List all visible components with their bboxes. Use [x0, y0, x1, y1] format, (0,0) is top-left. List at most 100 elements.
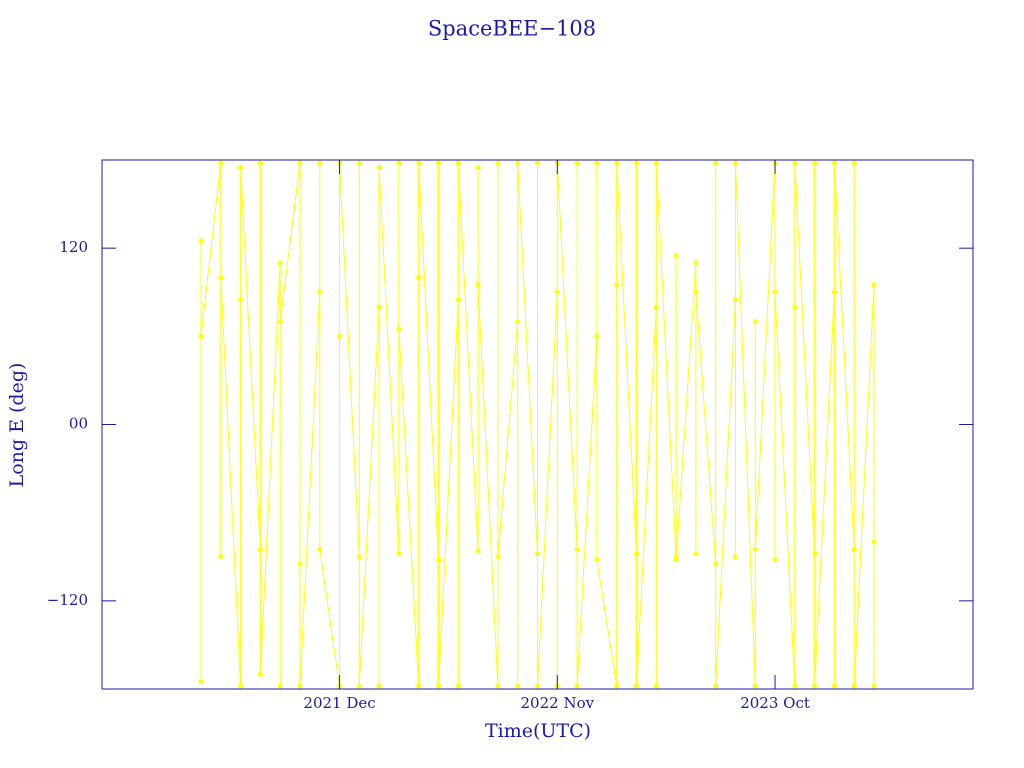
data-point: [436, 683, 442, 689]
data-point: [277, 319, 283, 325]
data-point: [376, 304, 382, 310]
y-tick-label: −120: [47, 591, 88, 609]
data-point: [594, 557, 600, 563]
data-point: [871, 282, 877, 288]
data-point: [792, 304, 798, 310]
data-point: [436, 160, 442, 166]
data-point: [653, 304, 659, 310]
data-point: [277, 683, 283, 689]
data-point: [455, 297, 461, 303]
data-point: [396, 160, 402, 166]
data-point: [495, 554, 501, 560]
data-point: [495, 683, 501, 689]
data-point: [871, 539, 877, 545]
chart-title: SpaceBEE−108: [428, 17, 596, 41]
data-point: [416, 160, 422, 166]
data-point: [633, 683, 639, 689]
data-point: [713, 561, 719, 567]
data-point: [752, 319, 758, 325]
data-point: [693, 289, 699, 295]
x-tick-label: 2023 Oct: [740, 694, 810, 712]
data-point: [535, 683, 540, 689]
data-point: [732, 297, 738, 303]
data-point: [475, 164, 481, 170]
data-point: [752, 683, 758, 689]
x-tick-label: 2022 Nov: [521, 694, 595, 712]
data-point: [455, 683, 461, 689]
data-point: [614, 683, 620, 689]
data-point: [495, 160, 501, 166]
data-point: [653, 683, 659, 689]
data-point: [297, 683, 303, 689]
data-point: [812, 160, 818, 166]
data-point: [218, 275, 224, 281]
data-point: [455, 160, 461, 166]
data-point: [475, 548, 481, 554]
data-point: [317, 546, 323, 552]
data-point: [218, 554, 224, 560]
data-point: [356, 554, 362, 560]
data-point: [238, 297, 244, 303]
data-point: [218, 160, 224, 166]
data-point: [633, 551, 639, 557]
data-point: [356, 160, 362, 166]
data-point: [297, 160, 303, 166]
data-point: [772, 289, 778, 295]
data-point: [416, 683, 422, 689]
data-point: [257, 546, 263, 552]
data-point: [673, 253, 679, 259]
data-point: [396, 326, 402, 332]
data-point: [257, 671, 263, 677]
data-point: [317, 160, 323, 166]
plot-area: [198, 160, 877, 689]
data-point: [851, 683, 857, 689]
data-point: [198, 679, 204, 685]
data-point: [515, 319, 521, 325]
data-point: [396, 551, 402, 557]
data-point: [713, 683, 719, 689]
data-point: [831, 289, 837, 295]
data-point: [772, 557, 778, 563]
data-point: [792, 683, 798, 689]
y-axis-label: Long E (deg): [6, 363, 28, 488]
y-tick-label: 00: [69, 415, 88, 433]
data-point: [574, 160, 580, 166]
data-point: [317, 289, 323, 295]
data-point: [851, 546, 857, 552]
data-point: [436, 557, 442, 563]
data-point: [871, 683, 877, 689]
data-point: [356, 683, 362, 689]
data-point: [693, 260, 699, 266]
data-point: [574, 683, 580, 689]
data-point: [732, 554, 738, 560]
x-axis-label: Time(UTC): [485, 720, 591, 742]
data-point: [574, 546, 580, 552]
data-point: [633, 160, 639, 166]
data-point: [337, 333, 343, 339]
data-point: [198, 333, 204, 339]
data-point: [792, 160, 798, 166]
data-point: [416, 275, 422, 281]
data-point: [732, 160, 738, 166]
data-point: [653, 160, 659, 166]
data-point: [614, 160, 620, 166]
data-point: [594, 333, 600, 339]
data-point: [831, 683, 837, 689]
y-tick-label: 120: [59, 238, 88, 256]
data-point: [535, 160, 540, 166]
data-point: [515, 160, 521, 166]
data-point: [238, 683, 244, 689]
data-point: [475, 282, 481, 288]
data-point: [614, 282, 620, 288]
data-point: [851, 160, 857, 166]
x-tick-label: 2021 Dec: [303, 694, 375, 712]
data-point: [812, 551, 818, 557]
data-point: [693, 551, 699, 557]
data-point: [713, 160, 719, 166]
data-point: [554, 289, 560, 295]
data-point: [594, 160, 600, 166]
data-point: [238, 164, 244, 170]
data-point: [297, 561, 303, 567]
